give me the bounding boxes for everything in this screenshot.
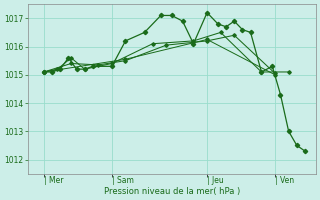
X-axis label: Pression niveau de la mer( hPa ): Pression niveau de la mer( hPa ) — [104, 187, 240, 196]
